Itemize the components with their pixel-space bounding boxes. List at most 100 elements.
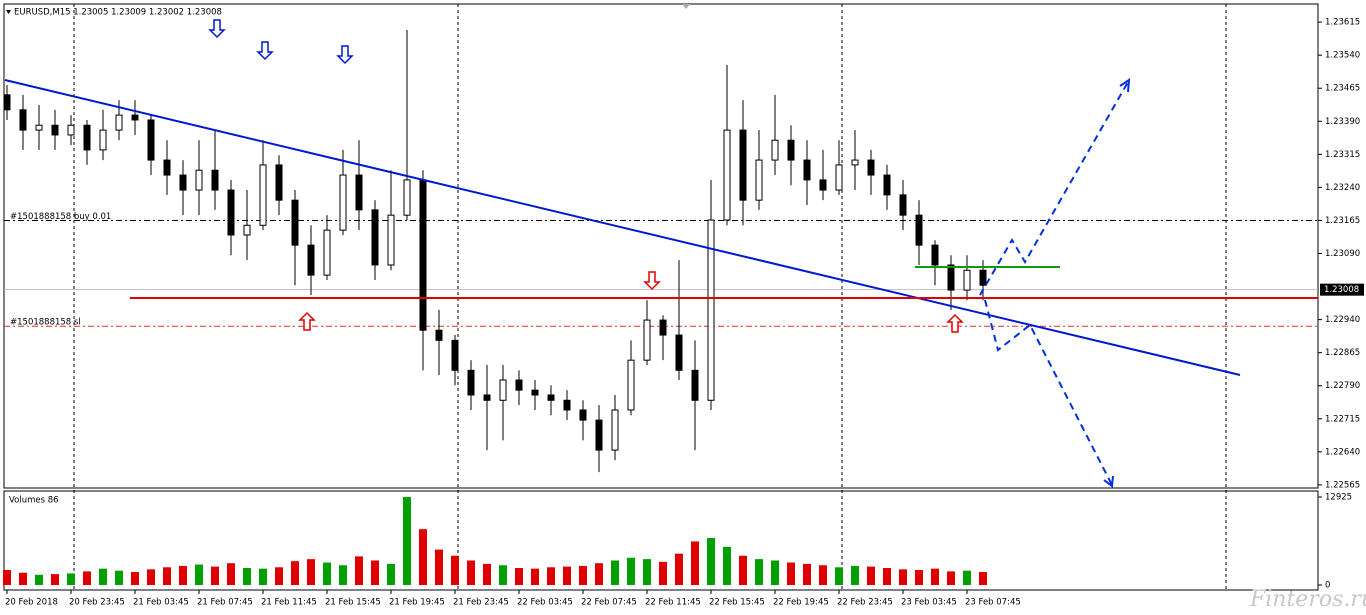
sell-arrow <box>643 271 661 291</box>
x-tick-label: 21 Feb 11:45 <box>261 598 317 608</box>
candle-body <box>211 169 219 191</box>
candle-body <box>563 399 571 411</box>
candle-body <box>755 159 763 201</box>
x-tick-label: 21 Feb 07:45 <box>197 598 253 608</box>
x-tick-label: 23 Feb 03:45 <box>901 598 957 608</box>
x-tick-label: 22 Feb 23:45 <box>837 598 893 608</box>
watermark: Finteros.ru <box>1249 587 1366 612</box>
volume-bar <box>867 566 875 585</box>
candle-body <box>323 229 331 276</box>
x-tick-label: 23 Feb 07:45 <box>965 598 1021 608</box>
x-tick-label: 21 Feb 03:45 <box>133 598 189 608</box>
candle-body <box>595 419 603 451</box>
candle-body <box>835 164 843 191</box>
candle-body <box>339 174 347 231</box>
sell-arrow <box>336 45 354 65</box>
candle-body <box>291 199 299 246</box>
candle-body <box>915 214 923 246</box>
shift-marker <box>682 4 690 9</box>
arrow-head <box>1119 78 1131 93</box>
candle-body <box>531 389 539 396</box>
candle-body <box>611 409 619 451</box>
projection-down <box>984 299 1113 486</box>
candle-body <box>819 179 827 191</box>
y-tick-label: 0 <box>1325 581 1330 591</box>
candle-body <box>547 394 555 401</box>
x-tick-label: 20 Feb 23:45 <box>69 598 125 608</box>
volume-bar <box>259 568 267 585</box>
candle-body <box>707 219 715 401</box>
candle-body <box>131 114 139 121</box>
candle-body <box>195 169 203 191</box>
y-tick-label: 1.23240 <box>1325 183 1360 193</box>
x-tick-label: 22 Feb 15:45 <box>709 598 765 608</box>
volume-bar <box>403 497 411 585</box>
y-tick-label: 1.22715 <box>1325 414 1360 424</box>
volume-bar <box>291 561 299 585</box>
candle-body <box>723 129 731 221</box>
candle-body <box>963 269 971 291</box>
current-price-box <box>1320 283 1364 296</box>
volume-bar <box>531 568 539 585</box>
volume-bar <box>723 546 731 585</box>
volume-bar <box>387 563 395 585</box>
volume-bar <box>915 570 923 585</box>
volume-bar <box>947 571 955 585</box>
sell-arrow <box>208 19 226 39</box>
volume-title: Volumes 86 <box>9 496 59 506</box>
volume-bar <box>739 555 747 585</box>
y-tick-label: 1.22565 <box>1325 480 1360 490</box>
candle-body <box>435 329 443 341</box>
candle-body <box>99 129 107 151</box>
candle-body <box>387 214 395 266</box>
volume-bar <box>483 563 491 585</box>
y-tick-label: 1.23315 <box>1325 150 1360 160</box>
candle-body <box>883 174 891 196</box>
candle-body <box>627 359 635 411</box>
volume-bar <box>963 570 971 585</box>
candle-body <box>979 269 987 286</box>
volume-bar <box>339 565 347 585</box>
volume-bar <box>883 567 891 585</box>
buy-arrow <box>946 313 964 333</box>
volume-bar <box>419 529 427 585</box>
x-tick-label: 21 Feb 15:45 <box>325 598 381 608</box>
volume-bar <box>627 557 635 585</box>
candle-body <box>3 94 11 111</box>
candle-body <box>851 159 859 166</box>
volume-bar <box>755 559 763 585</box>
volume-bar <box>675 553 683 585</box>
candle-body <box>147 119 155 161</box>
volume-bar <box>451 555 459 585</box>
candle-body <box>19 109 27 131</box>
volume-bar <box>355 556 363 585</box>
volume-bar <box>211 566 219 585</box>
x-tick-label: 22 Feb 03:45 <box>517 598 573 608</box>
y-tick-label: 1.23390 <box>1325 117 1360 127</box>
volume-bar <box>563 566 571 585</box>
y-tick-label: 1.23465 <box>1325 84 1360 94</box>
candle-body <box>371 209 379 266</box>
volume-bar <box>691 541 699 585</box>
volume-bar <box>643 559 651 585</box>
x-tick-label: 22 Feb 19:45 <box>773 598 829 608</box>
volume-bar <box>3 570 11 585</box>
y-tick-label: 1.23615 <box>1325 18 1360 28</box>
candle-body <box>691 369 699 401</box>
volume-bar <box>659 561 667 585</box>
volume-bar <box>115 570 123 585</box>
candle-body <box>579 409 587 421</box>
volume-bar <box>51 574 59 585</box>
candle-body <box>355 174 363 211</box>
y-tick-label: 1.22640 <box>1325 447 1360 457</box>
volume-bar <box>147 569 155 585</box>
volume-bar <box>131 572 139 585</box>
volume-bar <box>899 569 907 585</box>
volume-bar <box>835 567 843 585</box>
candle-body <box>275 164 283 201</box>
volume-bar <box>163 567 171 585</box>
volume-bar <box>275 567 283 585</box>
y-tick-label: 1.23165 <box>1325 216 1360 226</box>
volume-bar <box>67 573 75 585</box>
chart-title: EURUSD,M15 1.23005 1.23009 1.23002 1.230… <box>14 8 222 18</box>
